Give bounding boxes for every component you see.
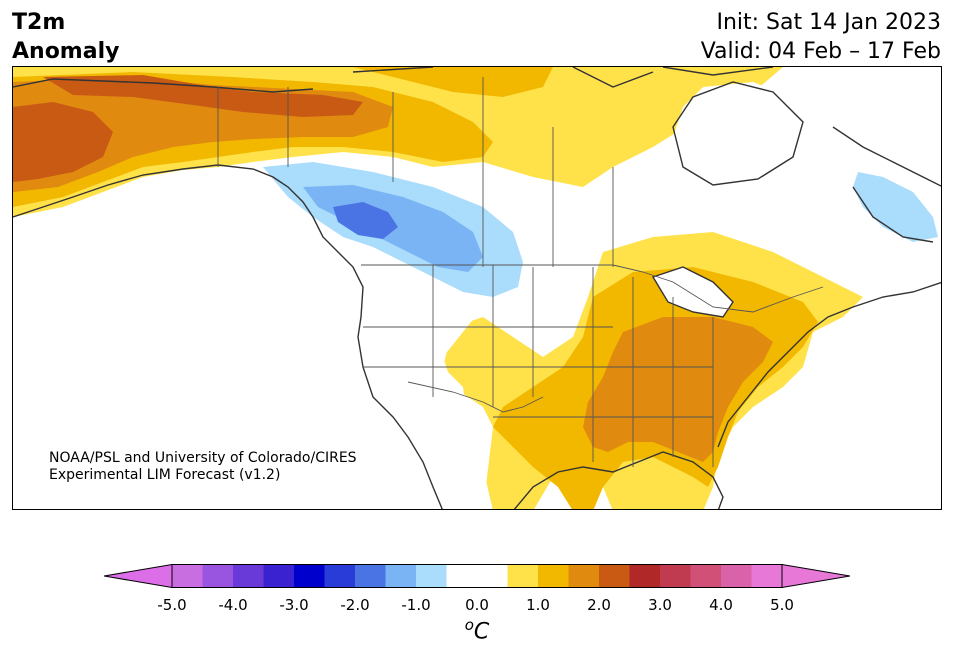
colorbar-segment <box>294 564 325 588</box>
map-panel <box>12 66 942 510</box>
colorbar-segment <box>751 564 783 588</box>
colorbar <box>104 564 850 588</box>
colorbar-segment <box>172 564 203 588</box>
coastline-atlantic <box>717 281 941 448</box>
colorbar-under-extension <box>104 564 173 588</box>
coastline-gulf <box>513 451 724 509</box>
credit-line-1: NOAA/PSL and University of Colorado/CIRE… <box>49 450 357 466</box>
colorbar-tick-label: -2.0 <box>340 596 370 614</box>
colorbar-tick-label: -3.0 <box>279 596 309 614</box>
colorbar-over-extension <box>781 564 850 588</box>
colorbar-tick-label: -5.0 <box>157 596 187 614</box>
colorbar-segment <box>690 564 722 588</box>
init-date: Init: Sat 14 Jan 2023 <box>716 10 941 35</box>
border-states <box>363 265 714 467</box>
colorbar-segment <box>416 564 447 588</box>
colorbar-segment <box>599 564 630 588</box>
anomaly-map <box>13 67 941 509</box>
colorbar-segment <box>324 564 356 588</box>
coastline-alaska <box>13 78 443 509</box>
political-borders <box>217 77 824 467</box>
colorbar-segment <box>477 564 508 588</box>
coastlines <box>13 67 941 509</box>
map-title: T2m Anomaly <box>12 8 119 66</box>
colorbar-segment <box>507 564 539 588</box>
unit-letter: C <box>473 619 490 645</box>
neutral-west-us <box>333 267 493 509</box>
colorbar-segment <box>721 564 752 588</box>
warm-region-alaska-4 <box>13 102 113 182</box>
colorbar-segment <box>660 564 691 588</box>
colorbar-segment <box>385 564 417 588</box>
neutral-great-lakes <box>653 267 733 317</box>
colorbar-segment <box>355 564 386 588</box>
colorbar-tick-label: -4.0 <box>218 596 248 614</box>
colorbar-segment <box>568 564 600 588</box>
field-label: Anomaly <box>12 39 120 64</box>
colorbar-segment <box>446 564 478 588</box>
neutral-atlantic <box>803 67 941 162</box>
warm-region-alaska-north-4 <box>43 75 363 117</box>
colorbar-segment <box>202 564 234 588</box>
warm-anomaly-level-4 <box>13 75 363 182</box>
coastline-arctic-islands <box>352 67 774 88</box>
colorbar-tick-label: 2.0 <box>587 596 611 614</box>
credit-line-2: Experimental LIM Forecast (v1.2) <box>49 467 281 483</box>
warm-region-arctic-2 <box>353 67 553 97</box>
colorbar-tick-label: 5.0 <box>770 596 794 614</box>
colorbar-segment <box>629 564 661 588</box>
colorbar-ticks: -5.0 -4.0 -3.0 -2.0 -1.0 0.0 1.0 2.0 3.0 4.0 5.0 <box>0 596 953 616</box>
cool-region-west-3 <box>333 202 398 239</box>
valid-period: Valid: 04 Feb – 17 Feb <box>700 39 941 64</box>
colorbar-tick-label: 0.0 <box>465 596 489 614</box>
forecast-dates: Init: Sat 14 Jan 2023 Valid: 04 Feb – 17… <box>701 8 941 66</box>
cool-anomaly <box>263 162 938 297</box>
neutral-areas <box>333 67 941 509</box>
cool-region-labrador <box>853 172 938 242</box>
neutral-hudson-bay <box>673 82 803 182</box>
warm-region-southeast-3 <box>583 317 773 462</box>
coastline-great-lakes <box>651 266 734 318</box>
colorbar-unit: oC <box>465 616 490 644</box>
border-provinces <box>287 77 614 267</box>
border-us-canada <box>361 264 824 313</box>
unit-degree: o <box>464 616 474 634</box>
colorbar-segment <box>233 564 264 588</box>
variable-label: T2m <box>12 10 66 35</box>
coastline-labrador <box>832 126 941 243</box>
colorbar-segment <box>263 564 295 588</box>
colorbar-tick-label: 3.0 <box>648 596 672 614</box>
coastline-hudson <box>672 81 804 186</box>
colorbar-outline <box>171 564 783 588</box>
colorbar-tick-label: 1.0 <box>526 596 550 614</box>
data-credit: NOAA/PSL and University of Colorado/CIRE… <box>49 450 357 484</box>
colorbar-tick-label: 4.0 <box>709 596 733 614</box>
colorbar-tick-label: -1.0 <box>401 596 431 614</box>
colorbar-segment <box>538 564 569 588</box>
